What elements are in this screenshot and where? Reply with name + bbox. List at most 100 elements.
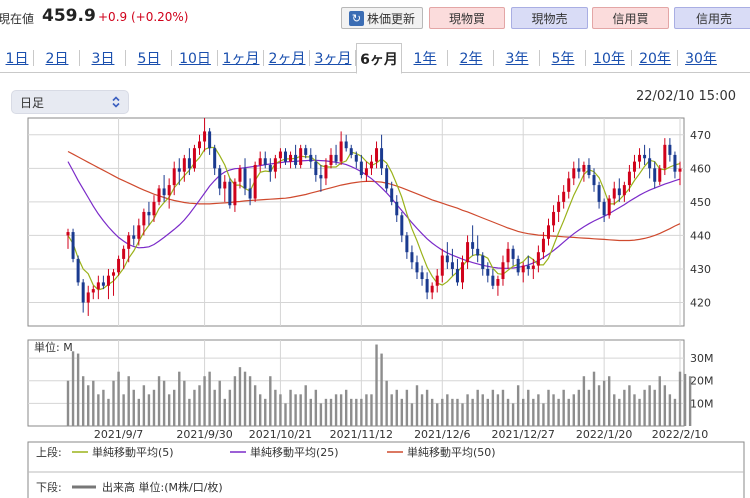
x-tick-label: 2021/11/12	[330, 428, 393, 441]
candle	[597, 181, 601, 209]
candle	[228, 178, 232, 209]
candle	[440, 248, 444, 283]
volume-bar	[673, 398, 677, 426]
volume-bar	[587, 389, 591, 426]
tab-2ヶ月[interactable]: 2ヶ月	[268, 51, 306, 67]
volume-bar	[102, 389, 105, 426]
refresh-price-button[interactable]: ↻ 株価更新	[341, 7, 423, 29]
volume-bar	[663, 385, 667, 426]
tab-10日[interactable]: 10日	[179, 51, 211, 67]
volume-bar	[339, 394, 343, 426]
candle	[521, 262, 525, 283]
tab-2年[interactable]: 2年	[459, 51, 483, 67]
price-tick-label: 470	[690, 129, 711, 142]
volume-bar	[542, 403, 545, 426]
candle	[476, 235, 480, 263]
tab-5日[interactable]: 5日	[137, 51, 161, 67]
candle	[233, 178, 237, 212]
x-tick-label: 2022/1/20	[576, 428, 632, 441]
volume-bar	[446, 394, 449, 426]
volume-bar	[329, 398, 333, 426]
price-tick-label: 430	[690, 263, 711, 276]
volume-bar	[71, 351, 75, 426]
candle	[531, 258, 535, 280]
candle	[238, 164, 242, 189]
tab-separator	[401, 50, 402, 66]
volume-bar	[238, 367, 242, 426]
volume-bar	[582, 376, 586, 426]
volume-bar	[496, 394, 500, 426]
spot-sell-button[interactable]: 現物売	[511, 7, 588, 29]
margin-buy-button[interactable]: 信用買	[592, 7, 669, 29]
tab-20年[interactable]: 20年	[639, 51, 671, 67]
volume-bar	[562, 389, 565, 426]
volume-bar	[279, 394, 282, 426]
tab-1年[interactable]: 1年	[413, 51, 437, 67]
chart-datetime: 22/02/10 15:00	[636, 89, 736, 104]
volume-bar	[355, 398, 358, 426]
candle	[385, 164, 389, 192]
volume-tick-label: 20M	[690, 375, 714, 388]
volume-bar	[314, 389, 318, 426]
volume-bar	[572, 394, 575, 426]
candle	[127, 232, 131, 263]
candle	[663, 138, 667, 176]
volume-bar	[178, 371, 181, 426]
tab-5年[interactable]: 5年	[551, 51, 575, 67]
tab-1ヶ月[interactable]: 1ヶ月	[222, 51, 260, 67]
volume-bar	[213, 389, 216, 426]
volume-bar	[350, 398, 353, 426]
refresh-price-label: 株価更新	[366, 11, 415, 26]
candle	[632, 154, 636, 179]
volume-bar	[203, 376, 206, 426]
volume-bar	[602, 380, 606, 426]
volume-bar	[552, 394, 555, 426]
candle	[546, 218, 550, 246]
volume-bar	[633, 394, 636, 426]
candle	[198, 134, 202, 155]
candle	[466, 235, 470, 269]
candle	[369, 154, 373, 176]
candle	[213, 144, 217, 176]
tab-30年[interactable]: 30年	[685, 51, 717, 67]
tab-1日[interactable]: 1日	[5, 51, 29, 67]
legend-box	[27, 441, 745, 498]
tab-3ヶ月[interactable]: 3ヶ月	[314, 51, 352, 67]
tab-6ヶ月[interactable]: 6ヶ月	[356, 43, 402, 74]
candle	[486, 262, 490, 283]
tab-10年[interactable]: 10年	[593, 51, 625, 67]
tab-separator	[309, 50, 310, 66]
volume-bar	[183, 380, 186, 426]
candle	[461, 255, 465, 290]
volume-bar	[420, 394, 424, 426]
volume-bar	[400, 398, 404, 426]
candle	[511, 245, 515, 266]
x-tick-label: 2021/9/7	[94, 428, 143, 441]
tab-3年[interactable]: 3年	[505, 51, 529, 67]
tab-separator	[355, 50, 356, 66]
candle	[268, 158, 272, 182]
volume-bar	[309, 398, 312, 426]
margin-sell-button[interactable]: 信用売	[674, 7, 750, 29]
volume-bar	[678, 371, 682, 426]
interval-select[interactable]: 日足	[11, 90, 129, 114]
tab-separator	[539, 50, 540, 66]
candle	[577, 158, 581, 179]
tab-3日[interactable]: 3日	[91, 51, 115, 67]
tab-separator	[217, 50, 218, 66]
current-price-value: 459.9	[42, 6, 96, 26]
volume-bar	[147, 394, 151, 426]
candle	[420, 265, 424, 286]
volume-bar	[81, 376, 85, 426]
volume-bar	[198, 385, 201, 426]
candle	[450, 248, 454, 276]
tab-2日[interactable]: 2日	[45, 51, 69, 67]
spot-buy-button[interactable]: 現物買	[429, 7, 505, 29]
volume-bar	[127, 376, 130, 426]
volume-bar	[390, 394, 393, 426]
volume-bar	[117, 371, 120, 426]
volume-bar	[87, 385, 90, 426]
candle	[354, 151, 358, 169]
candle	[364, 161, 368, 182]
candle	[192, 144, 196, 172]
